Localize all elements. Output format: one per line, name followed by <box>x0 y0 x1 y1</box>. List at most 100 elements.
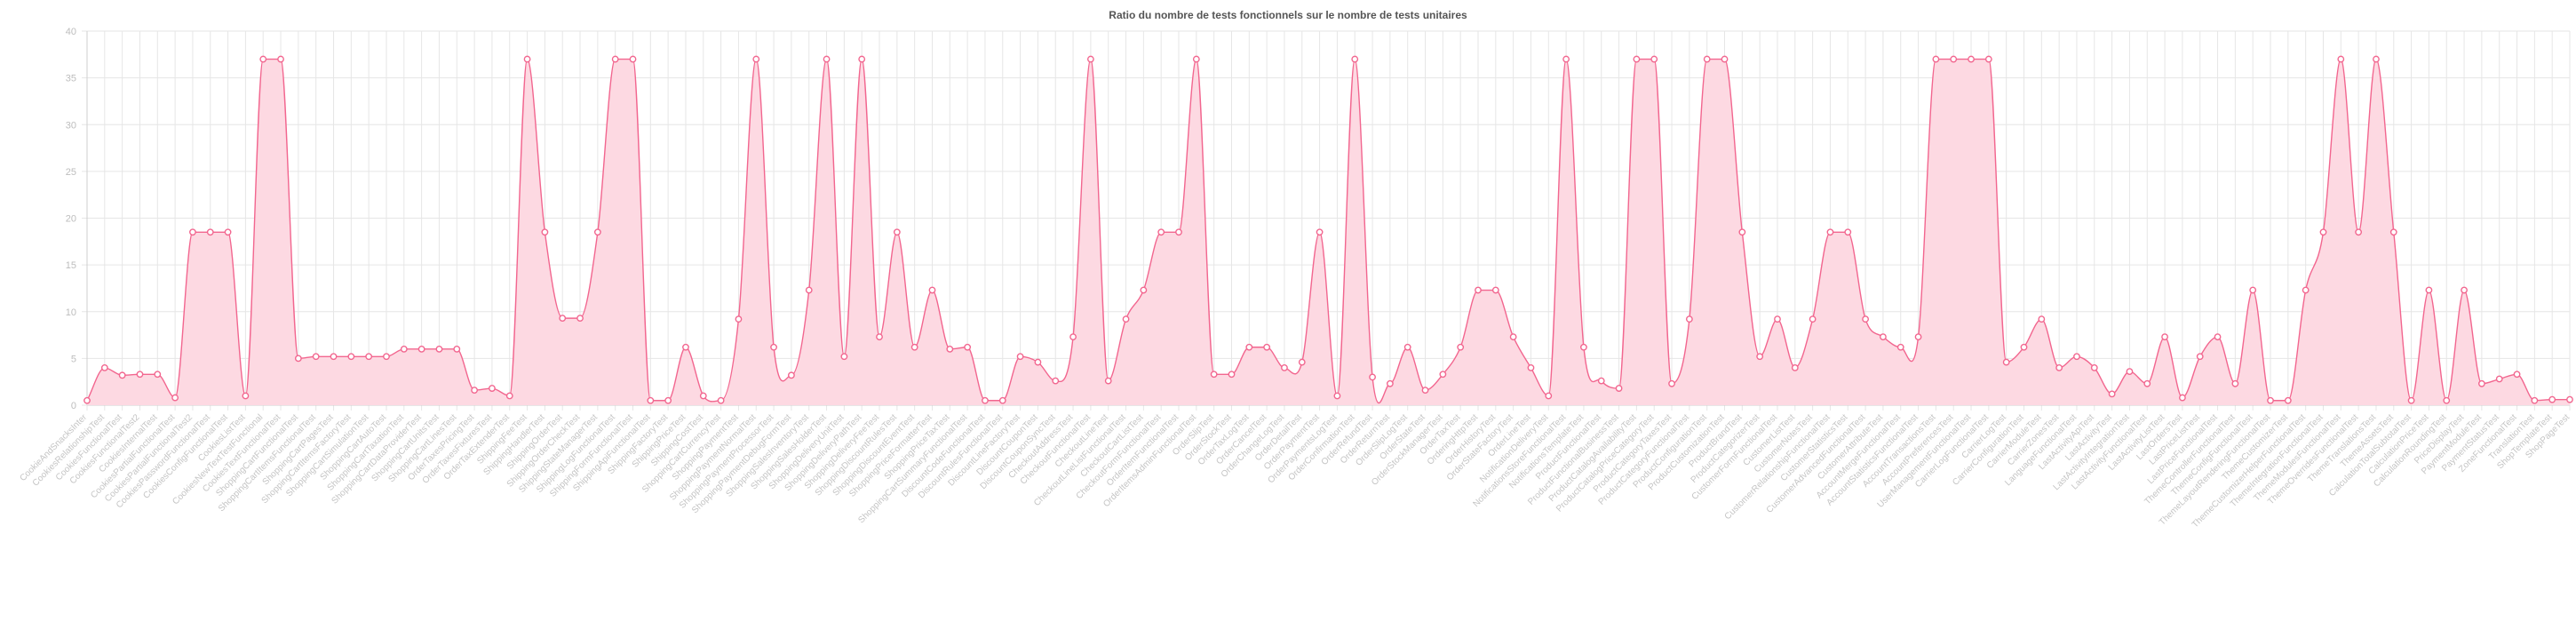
data-point <box>189 228 196 236</box>
data-point <box>2267 396 2274 404</box>
data-point <box>964 343 972 351</box>
data-point <box>840 353 848 361</box>
data-point <box>1316 228 1324 236</box>
data-point <box>2389 228 2397 236</box>
data-point <box>294 355 302 363</box>
data-point <box>593 228 601 236</box>
data-point <box>752 55 760 63</box>
data-point <box>1369 373 1376 381</box>
data-point <box>2196 353 2204 361</box>
data-point <box>858 55 866 63</box>
data-point <box>2161 333 2168 341</box>
y-tick-label: 20 <box>66 214 76 225</box>
data-point <box>805 286 813 294</box>
y-tick-label: 0 <box>71 401 76 411</box>
data-point <box>453 345 461 353</box>
data-point <box>1809 315 1817 323</box>
data-point <box>770 343 777 351</box>
data-point <box>1069 333 1077 341</box>
data-point <box>1950 55 1958 63</box>
data-point <box>1527 363 1535 371</box>
data-point <box>2214 333 2222 341</box>
data-point <box>523 55 531 63</box>
data-point <box>2319 228 2327 236</box>
data-point <box>946 345 954 353</box>
data-point <box>118 371 126 379</box>
data-point <box>893 228 901 236</box>
data-point <box>2477 379 2485 387</box>
data-point <box>2108 390 2116 398</box>
data-point <box>1738 228 1746 236</box>
data-point <box>1086 55 1094 63</box>
data-point <box>1896 343 1904 351</box>
data-point <box>2495 375 2503 383</box>
data-point <box>1281 363 1288 371</box>
data-point <box>171 394 179 402</box>
data-point <box>2126 368 2134 376</box>
data-point <box>347 353 355 361</box>
data-point <box>1351 55 1359 63</box>
data-point <box>647 396 655 404</box>
data-point <box>717 396 725 404</box>
data-point <box>2373 55 2380 63</box>
data-point <box>2302 286 2310 294</box>
data-point <box>1932 55 1940 63</box>
data-point <box>788 371 795 379</box>
data-point <box>998 396 1006 404</box>
data-point <box>823 55 831 63</box>
data-point <box>876 333 883 341</box>
data-point <box>1791 363 1799 371</box>
data-point <box>910 343 918 351</box>
data-point <box>1562 55 1570 63</box>
data-point <box>1756 353 1764 361</box>
data-point <box>2443 396 2451 404</box>
data-point <box>2513 371 2521 379</box>
data-point <box>1475 286 1482 294</box>
data-point <box>136 371 144 379</box>
data-point <box>2143 379 2151 387</box>
y-tick-label: 5 <box>71 354 76 364</box>
data-point <box>1826 228 1834 236</box>
data-point <box>259 55 267 63</box>
y-tick-label: 15 <box>66 260 76 271</box>
data-point <box>2548 395 2556 403</box>
data-point <box>982 396 989 404</box>
data-point <box>2284 396 2292 404</box>
data-point <box>1104 377 1112 385</box>
data-point <box>1580 343 1587 351</box>
data-point <box>1774 315 1781 323</box>
data-point <box>1386 379 1394 387</box>
y-tick-label: 30 <box>66 120 76 131</box>
data-point <box>1192 55 1200 63</box>
data-point <box>629 55 637 63</box>
data-point <box>277 55 284 63</box>
data-point <box>2425 286 2433 294</box>
data-point <box>1968 55 1975 63</box>
y-tick-label: 25 <box>66 167 76 178</box>
data-point <box>242 392 250 400</box>
chart-title: Ratio du nombre de tests fonctionnels su… <box>1109 9 1467 21</box>
data-point <box>1509 333 1517 341</box>
data-point <box>699 392 707 400</box>
data-point <box>2461 286 2468 294</box>
data-point <box>541 228 549 236</box>
data-point <box>2231 379 2239 387</box>
data-point <box>2407 396 2415 404</box>
data-point <box>435 345 443 353</box>
data-point <box>1597 377 1605 385</box>
data-point <box>1615 385 1623 392</box>
data-point <box>1210 371 1218 379</box>
data-point <box>2531 396 2539 404</box>
data-point <box>154 371 162 379</box>
data-point <box>471 387 478 395</box>
data-point <box>489 385 496 392</box>
data-point <box>1157 228 1165 236</box>
data-point <box>1403 343 1411 351</box>
data-point <box>2038 315 2046 323</box>
data-point <box>2073 353 2080 361</box>
data-point <box>1122 315 1130 323</box>
data-point <box>664 396 672 404</box>
data-point <box>1421 387 1429 395</box>
data-point <box>2020 343 2028 351</box>
